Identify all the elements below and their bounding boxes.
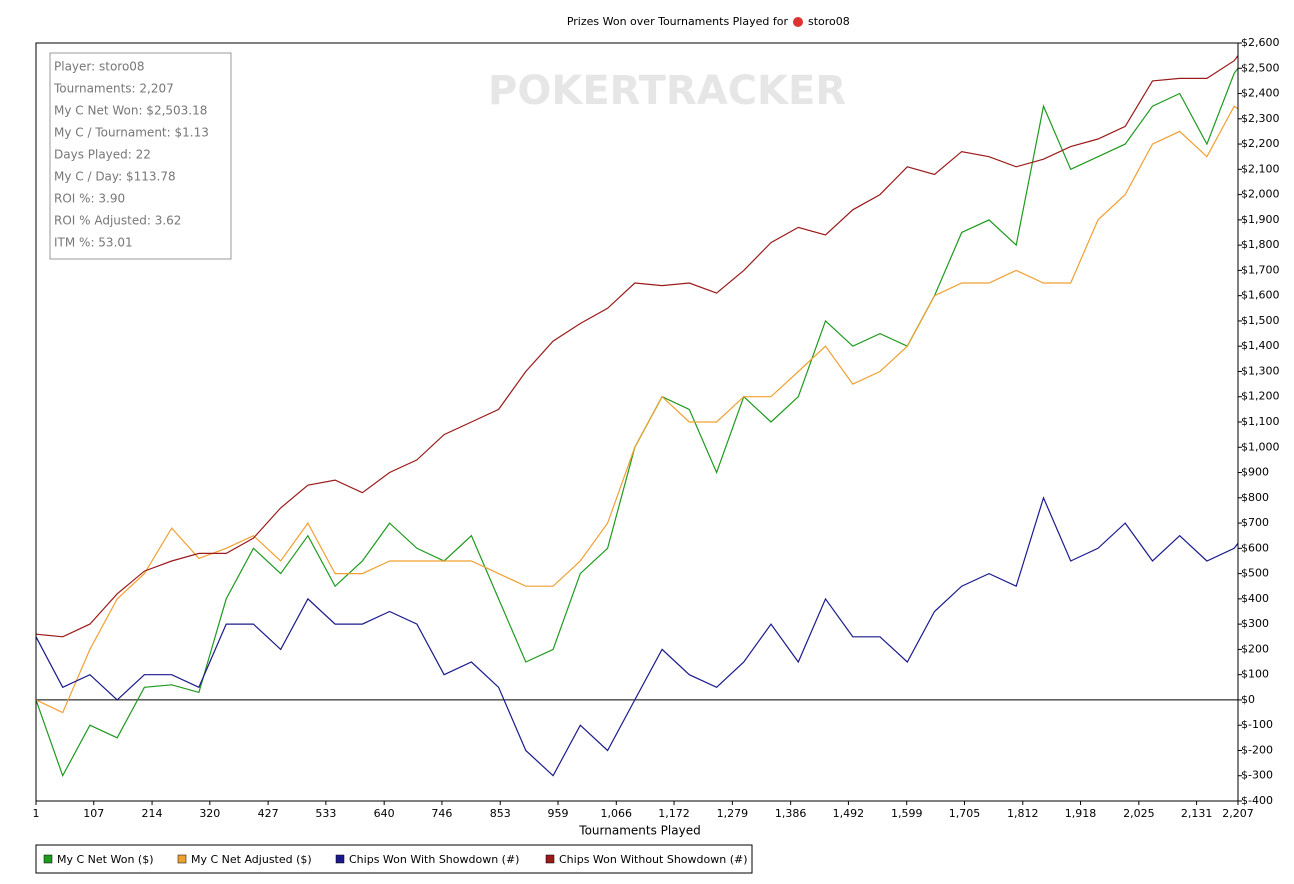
y-tick-label: $200 [1241,642,1269,655]
y-tick-label: $-300 [1241,769,1273,782]
stat-line: Tournaments: 2,207 [53,82,174,96]
legend-swatch [177,854,187,864]
y-tick-label: $300 [1241,617,1269,630]
stat-line: My C / Day: $113.78 [54,170,176,184]
chart-title-player: storo08 [808,15,850,28]
series-line [35,55,1239,638]
x-tick-label: 2,207 [1222,807,1254,820]
x-tick-label: 1,279 [717,807,749,820]
stat-line: Player: storo08 [54,60,145,74]
y-tick-label: $2,200 [1241,137,1280,150]
x-tick-label: 2,131 [1181,807,1213,820]
legend-label: My C Net Adjusted ($) [191,853,312,866]
y-tick-label: $800 [1241,491,1269,504]
x-tick-label: 1,172 [658,807,690,820]
y-tick-label: $2,000 [1241,188,1280,201]
x-axis-label: Tournaments Played [578,824,700,838]
x-tick-label: 1,492 [833,807,865,820]
x-tick-label: 746 [431,807,452,820]
legend [35,844,753,874]
y-tick-label: $1,500 [1241,314,1280,327]
y-tick-label: $1,100 [1241,415,1280,428]
y-tick-label: $2,400 [1241,87,1280,100]
stats-box [49,52,232,260]
y-tick-label: $1,400 [1241,339,1280,352]
y-tick-label: $700 [1241,516,1269,529]
y-tick-label: $2,500 [1241,61,1280,74]
legend-swatch [43,854,53,864]
stat-line: ROI %: 3.90 [54,192,125,206]
x-tick-label: 1,918 [1065,807,1097,820]
stat-line: ROI % Adjusted: 3.62 [54,214,181,228]
y-tick-label: $1,900 [1241,213,1280,226]
chart-title: Prizes Won over Tournaments Played for [567,15,789,28]
x-tick-label: 1,599 [891,807,923,820]
y-tick-label: $0 [1241,693,1255,706]
y-tick-label: $1,300 [1241,364,1280,377]
y-tick-label: $100 [1241,668,1269,681]
y-tick-label: $2,300 [1241,112,1280,125]
x-tick-label: 1,386 [775,807,807,820]
y-tick-label: $500 [1241,567,1269,580]
x-tick-label: 214 [142,807,163,820]
y-tick-label: $1,600 [1241,289,1280,302]
legend-label: Chips Won With Showdown (#) [349,853,519,866]
x-tick-label: 959 [547,807,568,820]
legend-label: My C Net Won ($) [57,853,154,866]
legend-swatch [545,854,555,864]
y-tick-label: $-400 [1241,794,1273,807]
legend-swatch [335,854,345,864]
y-tick-label: $1,700 [1241,263,1280,276]
stat-line: My C Net Won: $2,503.18 [54,104,207,118]
y-tick-label: $1,000 [1241,440,1280,453]
y-tick-label: $2,100 [1241,162,1280,175]
legend-label: Chips Won Without Showdown (#) [559,853,748,866]
stat-line: My C / Tournament: $1.13 [54,126,209,140]
y-tick-label: $400 [1241,592,1269,605]
player-icon [793,17,803,27]
x-tick-label: 853 [490,807,511,820]
watermark: POKERTRACKER [488,68,846,114]
x-tick-label: 427 [258,807,279,820]
y-tick-label: $900 [1241,466,1269,479]
x-tick-label: 2,025 [1123,807,1155,820]
x-tick-label: 533 [315,807,336,820]
y-tick-label: $1,800 [1241,238,1280,251]
series-line [35,105,1239,714]
y-tick-label: $1,200 [1241,390,1280,403]
y-tick-label: $2,600 [1241,36,1280,49]
x-tick-label: 1,812 [1007,807,1039,820]
x-tick-label: 1,705 [949,807,981,820]
stat-line: Days Played: 22 [54,148,151,162]
y-tick-label: $-200 [1241,743,1273,756]
x-tick-label: 1,066 [601,807,633,820]
plot-area [35,55,1239,778]
series-line [35,496,1239,777]
x-tick-label: 640 [374,807,395,820]
x-tick-label: 107 [83,807,104,820]
y-tick-label: $600 [1241,541,1269,554]
x-tick-label: 1 [33,807,40,820]
y-tick-label: $-100 [1241,718,1273,731]
stat-line: ITM %: 53.01 [54,236,133,250]
x-tick-label: 320 [199,807,220,820]
